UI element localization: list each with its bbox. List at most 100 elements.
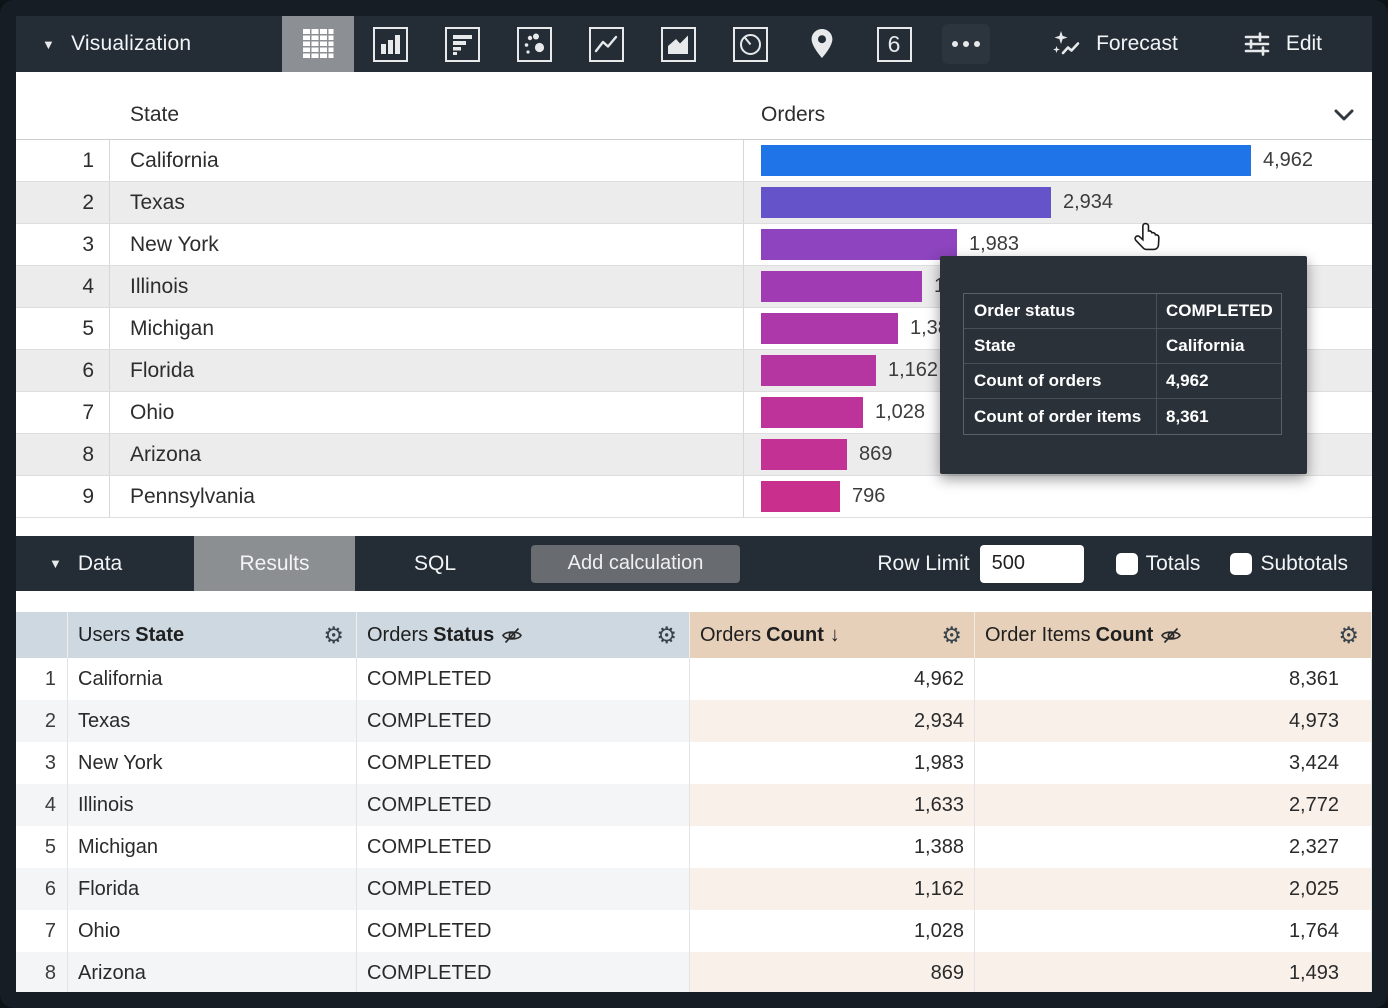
tooltip-table: Order status COMPLETED State California …	[963, 293, 1282, 435]
forecast-button[interactable]: Forecast	[1051, 29, 1178, 60]
results-data-row[interactable]: 3 New York COMPLETED 1,983 3,424	[16, 742, 1372, 784]
viz-type-line[interactable]	[570, 16, 642, 72]
results-header-cell[interactable]: Users State ⚙	[68, 612, 357, 658]
orders-count-cell: 2,934	[690, 700, 975, 742]
row-number-cell: 7	[16, 910, 68, 952]
orders-bar[interactable]	[761, 271, 922, 302]
forecast-sparkle-icon	[1051, 29, 1082, 60]
order-items-count-cell: 8,361	[975, 658, 1372, 700]
add-calculation-button[interactable]: Add calculation	[531, 544, 740, 583]
tooltip-row: Count of orders 4,962	[964, 364, 1281, 399]
viz-header-state: State	[130, 102, 180, 126]
orders-bar[interactable]	[761, 439, 847, 470]
orders-count-cell: 1,983	[690, 742, 975, 784]
eye-slash-icon	[501, 627, 523, 644]
order-items-count-cell: 1,493	[975, 952, 1372, 992]
results-data-row[interactable]: 6 Florida COMPLETED 1,162 2,025	[16, 868, 1372, 910]
data-toolbar: ▼ Data Results SQL Add calculation Row L…	[16, 536, 1372, 591]
viz-type-area[interactable]	[642, 16, 714, 72]
viz-type-column[interactable]	[354, 16, 426, 72]
results-data-row[interactable]: 8 Arizona COMPLETED 869 1,493	[16, 952, 1372, 992]
viz-type-single-value[interactable]: 6	[858, 16, 930, 72]
explore-panel: ▼ Visualization	[16, 16, 1372, 992]
orders-count-cell: 1,162	[690, 868, 975, 910]
sort-desc-icon: ↓	[829, 623, 840, 646]
status-cell: COMPLETED	[357, 784, 690, 826]
status-cell: COMPLETED	[357, 700, 690, 742]
orders-bar[interactable]	[761, 481, 840, 512]
edit-button[interactable]: Edit	[1242, 29, 1322, 59]
viz-data-row: 5 Michigan 1,388	[16, 308, 1372, 350]
orders-bar[interactable]	[761, 145, 1251, 176]
map-pin-icon	[807, 27, 837, 61]
subtotals-checkbox[interactable]	[1230, 552, 1253, 575]
viz-type-table[interactable]	[282, 16, 354, 72]
viz-type-map[interactable]	[786, 16, 858, 72]
gear-icon[interactable]: ⚙	[656, 621, 677, 648]
row-limit-label: Row Limit	[877, 551, 970, 575]
viz-data-row: 9 Pennsylvania 796	[16, 476, 1372, 518]
state-cell: Texas	[68, 700, 357, 742]
orders-bar[interactable]	[761, 229, 957, 260]
row-limit-input[interactable]	[979, 544, 1084, 583]
header-field-name: Status	[433, 623, 495, 646]
results-data-row[interactable]: 1 California COMPLETED 4,962 8,361	[16, 658, 1372, 700]
viz-row-number: 8	[16, 434, 110, 475]
more-options-icon	[942, 24, 990, 64]
results-header-cell[interactable]: Orders Count ↓ ⚙	[690, 612, 975, 658]
viz-type-pie[interactable]	[714, 16, 786, 72]
state-cell: New York	[68, 742, 357, 784]
data-menu[interactable]: ▼ Data	[16, 552, 194, 576]
visualization-menu[interactable]: ▼ Visualization	[16, 32, 282, 56]
orders-bar-value: 796	[852, 485, 886, 507]
header-prefix: Order Items	[985, 623, 1091, 646]
orders-count-cell: 869	[690, 952, 975, 992]
results-data-row[interactable]: 2 Texas COMPLETED 2,934 4,973	[16, 700, 1372, 742]
chevron-down-icon[interactable]	[1334, 109, 1354, 121]
order-items-count-cell: 2,025	[975, 868, 1372, 910]
orders-bar[interactable]	[761, 313, 898, 344]
results-header-cell[interactable]: Order Items Count ⚙	[975, 612, 1372, 658]
tooltip-label: State	[964, 329, 1157, 363]
tab-sql[interactable]: SQL	[413, 551, 457, 575]
viz-type-bar[interactable]	[426, 16, 498, 72]
viz-type-more[interactable]	[930, 16, 1002, 72]
row-number-cell: 3	[16, 742, 68, 784]
line-chart-icon	[588, 26, 624, 62]
orders-bar[interactable]	[761, 355, 876, 386]
orders-count-cell: 1,028	[690, 910, 975, 952]
viz-row-number: 6	[16, 350, 110, 391]
gear-icon[interactable]: ⚙	[323, 621, 344, 648]
orders-bar-value: 1,162	[888, 359, 939, 381]
status-cell: COMPLETED	[357, 742, 690, 784]
gear-icon[interactable]: ⚙	[1338, 621, 1359, 648]
results-data-row[interactable]: 5 Michigan COMPLETED 1,388 2,327	[16, 826, 1372, 868]
viz-row-number: 3	[16, 224, 110, 265]
hover-tooltip: Order status COMPLETED State California …	[940, 256, 1307, 474]
viz-header-row: State Orders	[16, 90, 1372, 140]
tab-results[interactable]: Results	[194, 536, 355, 591]
results-header-rownum	[16, 612, 68, 658]
viz-bar-cell: 1,983	[744, 229, 1372, 260]
viz-type-scatter[interactable]	[498, 16, 570, 72]
viz-bar-cell: 2,934	[744, 187, 1372, 218]
results-data-row[interactable]: 7 Ohio COMPLETED 1,028 1,764	[16, 910, 1372, 952]
tooltip-value: COMPLETED	[1166, 301, 1273, 320]
state-cell: California	[68, 658, 357, 700]
totals-checkbox[interactable]	[1115, 552, 1138, 575]
tooltip-row: Order status COMPLETED	[964, 294, 1281, 329]
results-header-cell[interactable]: Orders Status ⚙	[357, 612, 690, 658]
order-items-count-cell: 1,764	[975, 910, 1372, 952]
viz-data-row: 2 Texas 2,934	[16, 182, 1372, 224]
visualization-label: Visualization	[71, 32, 192, 55]
orders-bar[interactable]	[761, 187, 1051, 218]
viz-state-cell: California	[110, 140, 744, 181]
results-data-row[interactable]: 4 Illinois COMPLETED 1,633 2,772	[16, 784, 1372, 826]
results-header-row: Users State ⚙ Orders Status ⚙ Orders Cou…	[16, 612, 1372, 658]
orders-bar[interactable]	[761, 397, 863, 428]
viz-row-number: 1	[16, 140, 110, 181]
subtotals-label: Subtotals	[1260, 551, 1348, 575]
status-cell: COMPLETED	[357, 952, 690, 992]
gear-icon[interactable]: ⚙	[941, 621, 962, 648]
